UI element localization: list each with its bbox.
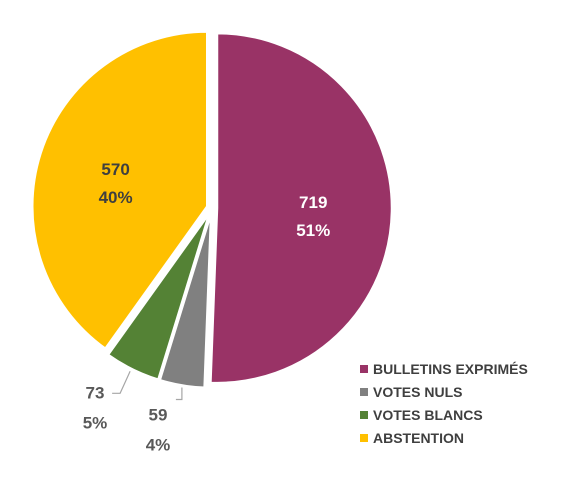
legend-label-votes-blancs: VOTES BLANCS bbox=[373, 406, 483, 423]
legend-swatch-votes-blancs bbox=[360, 410, 368, 419]
legend-swatch-bulletins-exprimes bbox=[360, 364, 368, 373]
data-label-percent-bulletins-exprimes: 51% bbox=[296, 221, 330, 240]
legend-item-votes-nuls: VOTES NULS bbox=[360, 380, 570, 403]
pie-slice-bulletins-exprimes bbox=[209, 31, 394, 385]
legend-swatch-votes-nuls bbox=[360, 387, 368, 396]
legend-swatch-abstention bbox=[360, 433, 368, 442]
legend-item-abstention: ABSTENTION bbox=[360, 426, 570, 449]
data-label-value-votes-blancs: 73 bbox=[86, 383, 105, 402]
legend-label-bulletins-exprimes: BULLETINS EXPRIMÉS bbox=[373, 360, 528, 377]
leader-line-votes-blancs bbox=[112, 371, 131, 394]
data-label-percent-votes-blancs: 5% bbox=[83, 413, 108, 432]
data-label-value-bulletins-exprimes: 719 bbox=[299, 193, 327, 212]
pie-slice-votes-blancs bbox=[106, 211, 212, 381]
legend-item-bulletins-exprimes: BULLETINS EXPRIMÉS bbox=[360, 357, 570, 380]
data-label-value-abstention: 570 bbox=[101, 160, 129, 179]
data-label-value-votes-nuls: 59 bbox=[149, 405, 168, 424]
leader-line-votes-nuls bbox=[175, 387, 183, 401]
pie-slice-votes-nuls bbox=[158, 211, 213, 390]
legend-label-abstention: ABSTENTION bbox=[373, 429, 464, 446]
legend-item-votes-blancs: VOTES BLANCS bbox=[360, 403, 570, 426]
chart-legend: BULLETINS EXPRIMÉS VOTES NULS VOTES BLAN… bbox=[360, 357, 570, 449]
data-label-percent-votes-nuls: 4% bbox=[146, 435, 171, 454]
legend-label-votes-nuls: VOTES NULS bbox=[373, 383, 463, 400]
data-label-percent-abstention: 40% bbox=[99, 188, 133, 207]
pie-slice-abstention bbox=[31, 30, 209, 351]
